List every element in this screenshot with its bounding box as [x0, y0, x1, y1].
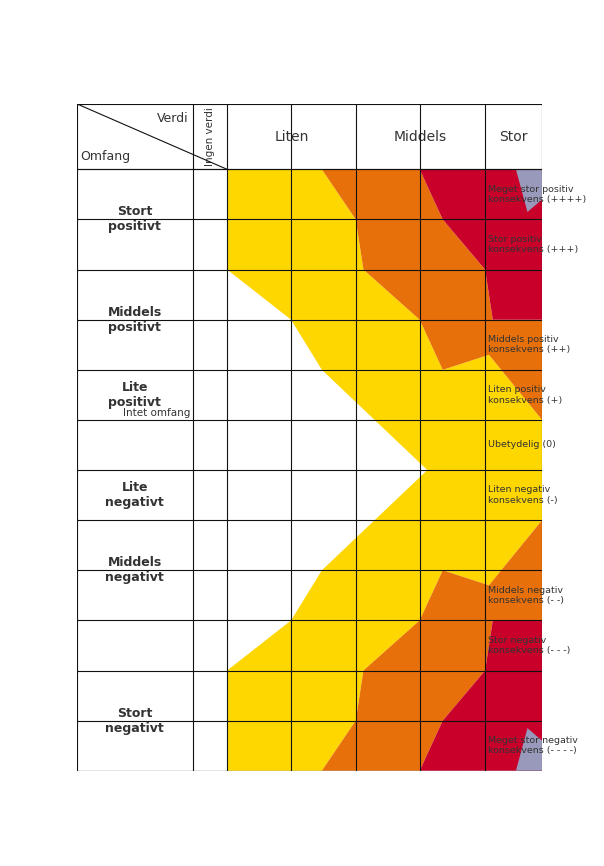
Text: Liten negativ
konsekvens (-): Liten negativ konsekvens (-) [488, 486, 558, 505]
Text: Middels
negativt: Middels negativt [105, 556, 164, 585]
Polygon shape [227, 170, 542, 470]
Text: Ubetydelig (0): Ubetydelig (0) [488, 441, 556, 449]
Polygon shape [322, 170, 542, 420]
Polygon shape [516, 170, 542, 212]
Text: Ingen verdi: Ingen verdi [205, 107, 215, 166]
Text: Meget stor positiv
konsekvens (++++): Meget stor positiv konsekvens (++++) [488, 184, 586, 204]
Polygon shape [322, 520, 542, 771]
Text: Liten positiv
konsekvens (+): Liten positiv konsekvens (+) [488, 385, 562, 404]
Text: Lite
negativt: Lite negativt [105, 481, 164, 509]
Text: Middels negativ
konsekvens (- -): Middels negativ konsekvens (- -) [488, 585, 564, 605]
Text: Omfang: Omfang [80, 150, 130, 163]
Polygon shape [77, 104, 542, 771]
Polygon shape [516, 728, 542, 771]
Text: Stor: Stor [500, 130, 528, 144]
Text: Middels positiv
konsekvens (++): Middels positiv konsekvens (++) [488, 335, 570, 354]
Text: Stor negativ
konsekvens (- - -): Stor negativ konsekvens (- - -) [488, 636, 571, 656]
Text: Lite
positivt: Lite positivt [108, 381, 161, 409]
Text: Stort
negativt: Stort negativt [105, 707, 164, 734]
Polygon shape [420, 620, 542, 771]
Text: Stor positiv
konsekvens (+++): Stor positiv konsekvens (+++) [488, 235, 579, 255]
Polygon shape [420, 170, 542, 320]
Text: Verdi: Verdi [157, 112, 188, 125]
Text: Middels: Middels [394, 130, 447, 144]
Text: Stort
positivt: Stort positivt [108, 205, 161, 234]
Text: Meget stor negativ
konsekvens (- - - -): Meget stor negativ konsekvens (- - - -) [488, 736, 578, 755]
Polygon shape [227, 470, 542, 771]
Text: Middels
positivt: Middels positivt [108, 306, 162, 333]
Text: Liten: Liten [274, 130, 309, 144]
Text: Intet omfang: Intet omfang [123, 409, 190, 418]
